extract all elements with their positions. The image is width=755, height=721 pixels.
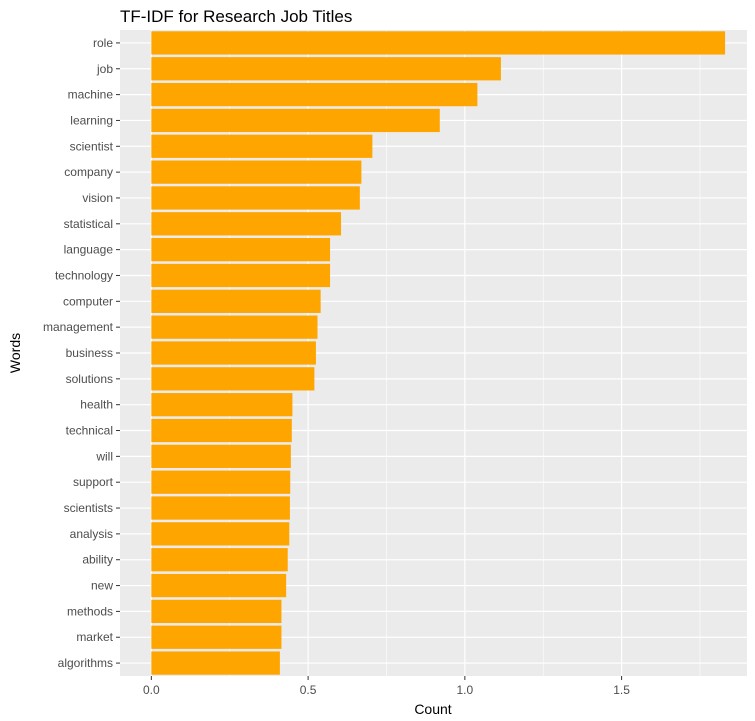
y-axis-ticks: role job machine learning scientist company vi… <box>43 36 120 670</box>
y-tick-label: scientists <box>64 501 113 515</box>
bar <box>151 160 361 183</box>
bar <box>151 341 316 364</box>
bar <box>151 496 290 519</box>
y-tick-label: language <box>64 243 114 257</box>
bar <box>151 212 341 235</box>
bar <box>151 135 372 158</box>
y-tick-label: support <box>73 475 114 489</box>
bar <box>151 419 291 442</box>
bar <box>151 264 330 287</box>
y-tick-label: vision <box>82 191 113 205</box>
bar <box>151 471 290 494</box>
bar <box>151 316 317 339</box>
y-tick-label: computer <box>63 294 113 308</box>
bar <box>151 109 439 132</box>
y-tick-label: role <box>93 36 113 50</box>
bar <box>151 651 280 674</box>
x-tick-label: 1.0 <box>457 683 474 697</box>
x-tick-label: 0.0 <box>143 683 160 697</box>
bar <box>151 83 477 106</box>
bar <box>151 600 281 623</box>
x-tick-label: 0.5 <box>300 683 317 697</box>
y-tick-label: job <box>96 62 113 76</box>
y-tick-label: market <box>76 630 113 644</box>
y-tick-label: algorithms <box>58 656 113 670</box>
y-tick-label: company <box>64 165 113 179</box>
bar <box>151 31 725 54</box>
bar <box>151 186 359 209</box>
bar <box>151 238 330 261</box>
bar <box>151 626 281 649</box>
y-tick-label: machine <box>68 88 114 102</box>
y-tick-label: statistical <box>64 217 113 231</box>
y-tick-label: analysis <box>70 527 113 541</box>
y-axis-title: Words <box>7 333 23 373</box>
bar <box>151 522 289 545</box>
bar <box>151 367 314 390</box>
y-tick-label: methods <box>67 604 113 618</box>
y-tick-label: management <box>43 320 114 334</box>
y-tick-label: ability <box>82 553 113 567</box>
y-tick-label: scientist <box>70 139 114 153</box>
bar <box>151 445 291 468</box>
y-tick-label: new <box>91 579 113 593</box>
chart-title: TF-IDF for Research Job Titles <box>120 7 352 26</box>
bar <box>151 574 286 597</box>
bar <box>151 393 292 416</box>
bar <box>151 57 501 80</box>
y-tick-label: business <box>66 346 113 360</box>
y-tick-label: technical <box>66 424 113 438</box>
y-tick-label: solutions <box>66 372 113 386</box>
y-tick-label: will <box>95 449 113 463</box>
y-tick-label: learning <box>70 113 113 127</box>
x-tick-label: 1.5 <box>613 683 630 697</box>
bar <box>151 290 320 313</box>
x-axis-title: Count <box>414 701 451 717</box>
x-axis-ticks: 0.0 0.5 1.0 1.5 <box>143 676 630 697</box>
y-tick-label: technology <box>55 268 113 282</box>
bar <box>151 548 287 571</box>
y-tick-label: health <box>80 398 113 412</box>
